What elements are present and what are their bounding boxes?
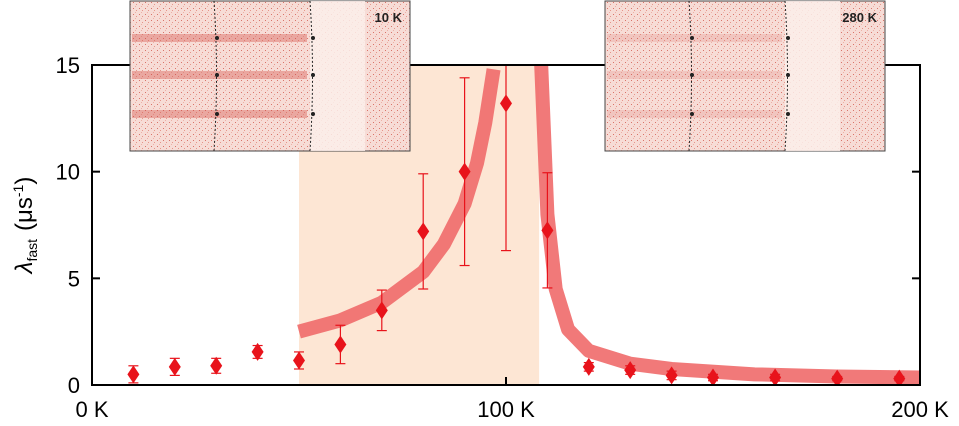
inset-dot [311,36,315,40]
inset-dot [786,36,790,40]
data-point [417,222,430,241]
inset-dot [690,112,694,116]
inset-label: 10 K [375,10,403,25]
inset-dot [311,112,315,116]
data-point [769,368,782,385]
x-tick-label: 200 K [891,397,949,421]
inset-dot [215,36,219,40]
inset-dot [311,73,315,77]
data-point [251,342,264,361]
data-point [831,369,844,385]
data-point [210,356,223,375]
data-point [458,162,471,181]
data-point [375,301,388,320]
inset-dot [690,36,694,40]
inset-label: 280 K [842,10,877,25]
data-point [168,357,181,376]
data-point [127,365,140,384]
inset-streak [132,110,307,118]
insets: 10 K 280 K [129,0,886,152]
inset-dot [215,112,219,116]
data-point [624,361,637,380]
inset-dot [786,112,790,116]
inset-streak [607,34,782,42]
y-label-symbol: λ [11,262,38,276]
fit-curve [297,65,920,385]
x-tick-label: 100 K [477,397,535,421]
inset-guide [309,0,313,152]
y-label-superscript: -1 [10,184,26,197]
data-point [293,351,305,370]
y-label-close: ) [11,177,38,185]
inset-streak [607,110,782,118]
inset-dot [690,73,694,77]
inset-streak [607,71,782,79]
data-point [541,221,554,240]
data-point [582,357,595,376]
inset-pale-band [785,1,840,151]
inset-dot [786,73,790,77]
y-label-unit: (μs [11,197,38,231]
y-tick-label: 5 [68,266,80,291]
inset-streak [132,34,307,42]
plot: 0 5 10 15 0 K 100 K 200 K λfast (μs-1) [10,53,949,422]
data-point [334,335,347,354]
inset-image: 10 K [129,0,411,152]
y-tick-label: 10 [56,160,80,185]
y-tick-label: 0 [68,373,80,398]
inset-streak [132,71,307,79]
x-tick-label: 0 K [75,397,108,421]
inset-image: 280 K [604,0,886,152]
inset-guide [688,0,692,152]
inset-pale-band [310,1,365,151]
inset-dot [215,73,219,77]
data-point [500,94,512,113]
plot-area [127,65,920,385]
y-axis-label: λfast (μs-1) [10,177,40,276]
data-point [707,368,719,385]
data-point [893,369,906,385]
inset-guide [213,0,217,152]
inset-guide [784,0,788,152]
y-label-subscript: fast [24,239,40,262]
data-point [665,366,678,385]
y-tick-label: 15 [56,53,80,78]
